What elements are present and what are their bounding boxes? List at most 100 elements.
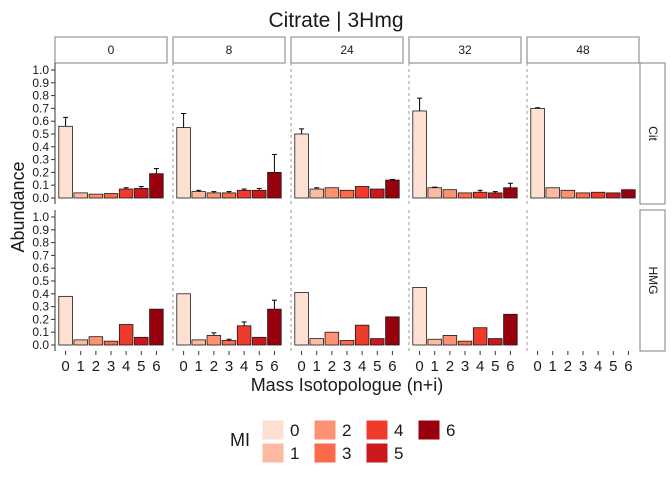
bar-HMG-8-mi1 (191, 339, 206, 346)
bar-HMG-8-mi5 (252, 336, 267, 346)
bar-Cit-0-mi5 (134, 187, 149, 199)
bar-Cit-24-mi4 (354, 186, 370, 199)
bar-Cit-48-mi5 (606, 192, 621, 199)
row-strip-HMG (639, 209, 666, 352)
bar-HMG-8-mi6 (267, 308, 282, 346)
bar-HMG-32-mi0 (412, 286, 427, 346)
y-tick-label: 0.7 (32, 101, 49, 115)
legend-key-1 (261, 442, 285, 464)
legend-label-3: 3 (342, 444, 351, 463)
y-tick-label: 0.6 (32, 261, 49, 275)
bar-HMG-0-mi3 (103, 340, 119, 346)
y-tick-label: 0.3 (32, 300, 49, 314)
bar-Cit-8-mi4 (236, 189, 252, 199)
bar-HMG-0-mi5 (134, 336, 149, 346)
x-tick-label: 0 (533, 358, 541, 375)
x-tick-label: 2 (92, 358, 100, 375)
bar-Cit-8-mi3 (221, 192, 237, 199)
x-tick-label: 5 (255, 358, 263, 375)
bar-Cit-32-mi2 (442, 189, 458, 199)
facet-strip-8 (172, 36, 286, 64)
bar-Cit-32-mi3 (457, 192, 473, 199)
y-tick-label: 0.4 (32, 287, 49, 301)
bar-HMG-32-mi6 (503, 313, 518, 346)
x-tick-label: 3 (579, 358, 587, 375)
bar-Cit-48-mi0 (530, 108, 545, 199)
y-tick-label: 0.1 (32, 178, 49, 192)
x-tick-label: 5 (491, 358, 499, 375)
legend-title: MI (230, 430, 250, 450)
bar-Cit-8-mi1 (191, 191, 206, 199)
row-label-HMG: HMG (646, 267, 660, 295)
facet-strip-24 (290, 36, 404, 64)
x-tick-label: 5 (609, 358, 617, 375)
legend-key-4 (365, 419, 389, 441)
x-tick-label: 0 (61, 358, 69, 375)
bar-Cit-8-mi5 (252, 189, 267, 199)
x-tick-label: 4 (476, 358, 484, 375)
bar-HMG-0-mi1 (73, 339, 88, 346)
y-tick-label: 0.0 (32, 338, 49, 352)
bar-Cit-8-mi6 (267, 171, 282, 199)
x-tick-label: 6 (152, 358, 160, 375)
x-tick-label: 2 (446, 358, 454, 375)
bar-Cit-32-mi0 (412, 110, 427, 199)
bar-Cit-24-mi0 (294, 133, 309, 199)
y-tick-label: 0.6 (32, 114, 49, 128)
bar-Cit-32-mi1 (427, 187, 442, 199)
legend-label-6: 6 (446, 421, 455, 440)
bar-HMG-0-mi0 (58, 295, 73, 346)
bar-Cit-24-mi3 (339, 189, 355, 199)
bar-Cit-24-mi6 (385, 179, 400, 199)
x-tick-label: 5 (137, 358, 145, 375)
x-tick-label: 1 (77, 358, 85, 375)
x-tick-label: 0 (179, 358, 187, 375)
legend-key-3 (313, 442, 337, 464)
bar-Cit-48-mi6 (621, 189, 636, 199)
facet-label-0: 0 (108, 43, 115, 57)
x-tick-label: 3 (343, 358, 351, 375)
bar-Cit-0-mi1 (73, 192, 88, 199)
x-tick-label: 1 (549, 358, 557, 375)
bar-Cit-48-mi3 (575, 192, 591, 199)
bar-HMG-8-mi4 (236, 325, 252, 346)
x-tick-label: 3 (461, 358, 469, 375)
x-tick-label: 4 (122, 358, 130, 375)
y-tick-label: 0.2 (32, 165, 49, 179)
bar-HMG-0-mi4 (118, 324, 134, 346)
y-tick-label: 0.7 (32, 248, 49, 262)
facet-strip-0 (54, 36, 168, 64)
x-tick-label: 0 (415, 358, 423, 375)
legend-key-2 (313, 419, 337, 441)
x-tick-label: 2 (210, 358, 218, 375)
bar-Cit-48-mi2 (560, 189, 576, 199)
y-tick-label: 0.2 (32, 312, 49, 326)
bar-Cit-0-mi0 (58, 125, 73, 199)
bar-Cit-8-mi2 (206, 192, 222, 199)
bar-Cit-0-mi4 (118, 188, 134, 199)
facet-label-24: 24 (340, 43, 354, 57)
legend-key-6 (417, 419, 441, 441)
x-axis-title: Mass Isotopologue (n+i) (251, 375, 444, 395)
y-tick-label: 1.0 (32, 210, 49, 224)
y-tick-label: 0.5 (32, 127, 49, 141)
bar-HMG-24-mi4 (354, 324, 370, 346)
bar-Cit-32-mi4 (472, 191, 488, 199)
bar-HMG-24-mi2 (324, 331, 340, 346)
x-tick-label: 3 (107, 358, 115, 375)
x-tick-label: 4 (594, 358, 602, 375)
facet-label-32: 32 (458, 43, 472, 57)
legend-key-0 (261, 419, 285, 441)
bar-HMG-8-mi0 (176, 293, 191, 346)
bar-HMG-32-mi4 (472, 327, 488, 346)
legend-label-0: 0 (290, 421, 299, 440)
x-tick-label: 6 (388, 358, 396, 375)
x-tick-label: 2 (564, 358, 572, 375)
row-label-Cit: Cit (646, 126, 660, 141)
x-tick-label: 5 (373, 358, 381, 375)
bar-Cit-0-mi3 (103, 193, 119, 199)
bar-HMG-24-mi3 (339, 340, 355, 346)
bar-HMG-32-mi5 (488, 338, 503, 346)
y-tick-label: 0.0 (32, 191, 49, 205)
bar-HMG-0-mi6 (149, 308, 164, 346)
